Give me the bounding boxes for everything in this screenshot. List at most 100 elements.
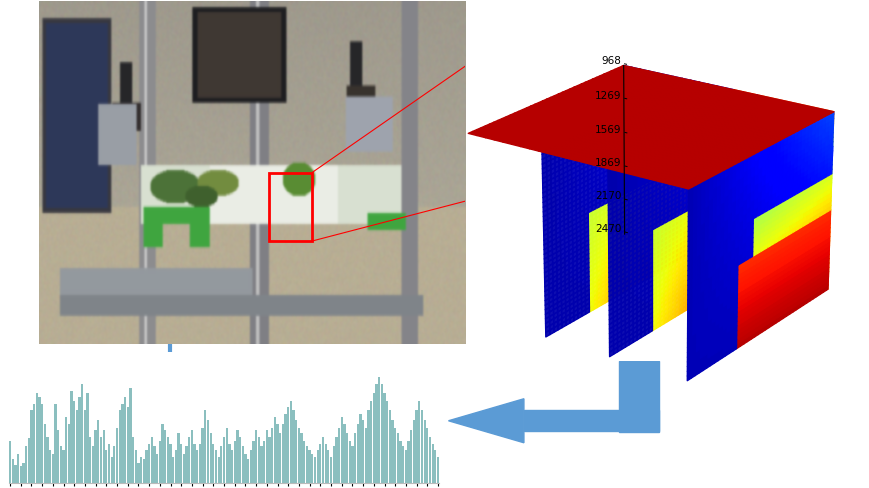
Bar — [399, 441, 401, 483]
Bar — [242, 446, 243, 483]
Bar — [337, 428, 340, 483]
Bar — [319, 444, 321, 483]
Bar — [140, 457, 142, 483]
Bar — [412, 420, 415, 483]
Bar — [202, 428, 203, 483]
Bar — [73, 402, 76, 483]
Bar — [97, 420, 99, 483]
Bar — [207, 420, 209, 483]
Bar — [300, 433, 302, 483]
Bar — [81, 385, 83, 483]
Bar — [233, 441, 235, 483]
Polygon shape — [448, 399, 523, 443]
Bar — [169, 444, 171, 483]
Bar — [292, 410, 295, 483]
Bar — [14, 465, 17, 483]
Bar — [244, 454, 246, 483]
Bar — [619, 361, 659, 432]
Bar — [135, 450, 136, 483]
Bar — [28, 438, 30, 483]
Bar — [222, 437, 225, 483]
Bar — [118, 410, 121, 483]
Bar — [359, 415, 362, 483]
Bar — [33, 404, 36, 483]
Bar — [340, 417, 342, 483]
Bar — [217, 457, 220, 483]
Bar — [322, 437, 324, 483]
Bar — [38, 397, 41, 483]
Bar — [121, 404, 123, 483]
Bar — [295, 420, 297, 483]
Bar — [185, 446, 188, 483]
Bar — [11, 459, 14, 483]
Bar — [9, 441, 11, 483]
Bar — [356, 424, 359, 483]
Bar — [332, 446, 335, 483]
Bar — [284, 415, 287, 483]
Bar — [153, 446, 156, 483]
Bar — [150, 437, 153, 483]
Bar — [57, 430, 59, 483]
Bar — [394, 428, 396, 483]
Bar — [348, 441, 350, 483]
Bar — [343, 424, 345, 483]
Bar — [423, 420, 425, 483]
Bar — [407, 441, 409, 483]
Bar — [36, 393, 38, 483]
Bar — [316, 450, 318, 483]
Bar — [306, 446, 308, 483]
Bar — [127, 407, 129, 483]
Bar — [257, 437, 260, 483]
Bar — [262, 441, 265, 483]
Bar — [391, 420, 394, 483]
Bar — [396, 433, 399, 483]
Bar — [308, 450, 310, 483]
Bar — [63, 450, 64, 483]
Bar — [164, 430, 166, 483]
Bar — [76, 410, 78, 483]
Bar — [230, 450, 233, 483]
Bar — [78, 397, 81, 483]
Bar — [236, 430, 238, 483]
Bar — [182, 454, 185, 483]
Bar — [327, 450, 329, 483]
Bar — [282, 424, 283, 483]
Bar — [143, 459, 145, 483]
Bar — [271, 428, 273, 483]
Bar — [43, 424, 46, 483]
Bar — [388, 410, 390, 483]
Bar — [252, 441, 255, 483]
Bar — [123, 397, 126, 483]
Bar — [83, 410, 86, 483]
Bar — [103, 430, 104, 483]
Bar — [265, 430, 268, 483]
Bar — [249, 450, 252, 483]
Bar — [215, 450, 217, 483]
Bar — [156, 454, 158, 483]
Bar — [204, 410, 206, 483]
Bar — [255, 430, 257, 483]
Bar — [276, 424, 278, 483]
Bar — [268, 437, 270, 483]
Bar — [161, 424, 163, 483]
Bar — [129, 388, 131, 483]
Bar — [180, 444, 182, 483]
Bar — [289, 402, 292, 483]
Bar — [409, 430, 412, 483]
Bar — [100, 437, 102, 483]
Bar — [220, 446, 222, 483]
Bar — [351, 446, 353, 483]
Bar — [287, 407, 289, 483]
Bar — [260, 446, 262, 483]
Bar — [137, 464, 139, 483]
Bar — [378, 378, 380, 483]
Bar — [51, 454, 54, 483]
Bar — [145, 450, 148, 483]
Bar — [375, 385, 377, 483]
Bar — [386, 402, 388, 483]
Bar — [297, 428, 300, 483]
Bar — [426, 428, 428, 483]
Bar — [212, 444, 215, 483]
Bar — [428, 437, 431, 483]
Bar — [372, 393, 375, 483]
